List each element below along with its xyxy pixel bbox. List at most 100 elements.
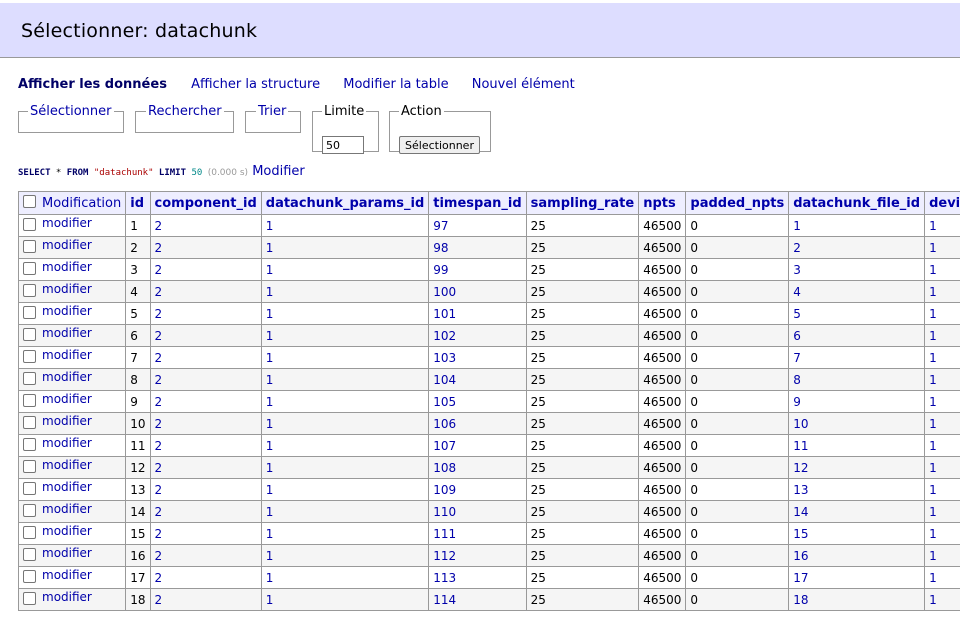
row-edit-link[interactable]: modifier [42,304,92,318]
col-header-padded-npts[interactable]: padded_npts [685,191,790,215]
cell-link[interactable]: 2 [154,350,163,365]
nav-show-structure[interactable]: Afficher la structure [191,77,321,92]
edit-query-link[interactable]: Modifier [252,164,305,179]
row-edit-link[interactable]: modifier [42,370,92,384]
row-edit-link[interactable]: modifier [42,348,92,362]
cell-link[interactable]: 1 [929,350,937,365]
cell-link[interactable]: 1 [929,394,937,409]
cell-link[interactable]: 99 [433,262,449,277]
cell-link[interactable]: 105 [433,394,457,409]
cell-link[interactable]: 1 [929,482,937,497]
col-header-component-id[interactable]: component_id [149,191,262,215]
row-edit-link[interactable]: modifier [42,590,92,604]
cell-link[interactable]: 2 [793,240,801,255]
row-checkbox[interactable] [23,372,36,385]
row-edit-link[interactable]: modifier [42,524,92,538]
row-checkbox[interactable] [23,284,36,297]
cell-link[interactable]: 1 [929,570,937,585]
cell-link[interactable]: 112 [433,548,457,563]
row-edit-link[interactable]: modifier [42,216,92,230]
cell-link[interactable]: 1 [265,284,274,299]
cell-link[interactable]: 2 [154,306,163,321]
cell-link[interactable]: 110 [433,504,457,519]
cell-link[interactable]: 13 [793,482,809,497]
cell-link[interactable]: 106 [433,416,457,431]
cell-link[interactable]: 1 [265,460,274,475]
row-checkbox[interactable] [23,262,36,275]
cell-link[interactable]: 2 [154,504,163,519]
col-header-datachunk-file-id[interactable]: datachunk_file_id [788,191,926,215]
cell-link[interactable]: 1 [929,548,937,563]
cell-link[interactable]: 8 [793,372,801,387]
cell-link[interactable]: 1 [929,372,937,387]
cell-link[interactable]: 1 [265,306,274,321]
cell-link[interactable]: 108 [433,460,457,475]
limit-input[interactable] [322,136,364,154]
cell-link[interactable]: 2 [154,372,163,387]
cell-link[interactable]: 2 [154,438,163,453]
cell-link[interactable]: 2 [154,526,163,541]
cell-link[interactable]: 1 [265,548,274,563]
row-checkbox[interactable] [23,350,36,363]
cell-link[interactable]: 104 [433,372,457,387]
cell-link[interactable]: 5 [793,306,801,321]
nav-new-item[interactable]: Nouvel élément [471,77,575,92]
row-checkbox[interactable] [23,548,36,561]
row-edit-link[interactable]: modifier [42,260,92,274]
cell-link[interactable]: 11 [793,438,809,453]
row-edit-link[interactable]: modifier [42,502,92,516]
cell-link[interactable]: 2 [154,394,163,409]
cell-link[interactable]: 114 [433,592,457,607]
cell-link[interactable]: 18 [793,592,809,607]
cell-link[interactable]: 2 [154,548,163,563]
cell-link[interactable]: 2 [154,240,163,255]
cell-link[interactable]: 2 [154,262,163,277]
col-header-timespan-id[interactable]: timespan_id [428,191,527,215]
col-header-sampling-rate[interactable]: sampling_rate [525,191,640,215]
cell-link[interactable]: 12 [793,460,809,475]
row-checkbox[interactable] [23,218,36,231]
row-checkbox[interactable] [23,328,36,341]
row-checkbox[interactable] [23,482,36,495]
nav-show-data[interactable]: Afficher les données [18,77,167,92]
select-action-button[interactable]: Sélectionner [399,136,480,154]
cell-link[interactable]: 1 [929,218,937,233]
cell-link[interactable]: 10 [793,416,809,431]
cell-link[interactable]: 2 [154,284,163,299]
cell-link[interactable]: 2 [154,328,163,343]
row-checkbox[interactable] [23,416,36,429]
cell-link[interactable]: 97 [433,218,449,233]
row-edit-link[interactable]: modifier [42,326,92,340]
cell-link[interactable]: 1 [265,262,274,277]
cell-link[interactable]: 1 [265,438,274,453]
col-header-device-id[interactable]: device_id [924,191,960,215]
cell-link[interactable]: 3 [793,262,801,277]
cell-link[interactable]: 2 [154,460,163,475]
col-header-datachunk-params-id[interactable]: datachunk_params_id [260,191,430,215]
cell-link[interactable]: 98 [433,240,449,255]
cell-link[interactable]: 15 [793,526,809,541]
cell-link[interactable]: 1 [265,592,274,607]
cell-link[interactable]: 1 [265,240,274,255]
cell-link[interactable]: 4 [793,284,801,299]
cell-link[interactable]: 2 [154,482,163,497]
row-checkbox[interactable] [23,526,36,539]
cell-link[interactable]: 1 [929,416,937,431]
cell-link[interactable]: 100 [433,284,457,299]
row-checkbox[interactable] [23,460,36,473]
cell-link[interactable]: 6 [793,328,801,343]
cell-link[interactable]: 17 [793,570,809,585]
row-checkbox[interactable] [23,570,36,583]
row-edit-link[interactable]: modifier [42,392,92,406]
cell-link[interactable]: 111 [433,526,457,541]
cell-link[interactable]: 1 [929,328,937,343]
cell-link[interactable]: 1 [929,592,937,607]
cell-link[interactable]: 1 [265,372,274,387]
cell-link[interactable]: 1 [929,262,937,277]
cell-link[interactable]: 7 [793,350,801,365]
cell-link[interactable]: 1 [265,328,274,343]
cell-link[interactable]: 16 [793,548,809,563]
cell-link[interactable]: 1 [265,350,274,365]
cell-link[interactable]: 1 [265,526,274,541]
cell-link[interactable]: 1 [929,240,937,255]
